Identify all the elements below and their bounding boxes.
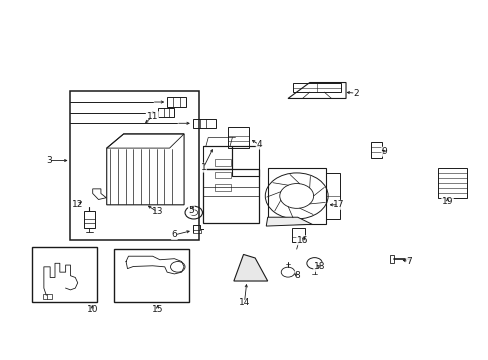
Bar: [203, 146, 232, 169]
Bar: [389, 256, 393, 263]
Text: 12: 12: [72, 200, 83, 209]
Text: 6: 6: [171, 230, 177, 239]
Text: 7: 7: [405, 257, 411, 266]
Bar: [214, 172, 231, 178]
Polygon shape: [265, 217, 311, 226]
Text: 17: 17: [332, 200, 344, 209]
Text: 1: 1: [200, 163, 206, 172]
Bar: [84, 211, 95, 228]
Polygon shape: [233, 255, 267, 281]
Bar: [232, 146, 259, 176]
Bar: [267, 168, 325, 224]
Bar: [292, 82, 341, 92]
Bar: [192, 230, 201, 233]
Bar: [214, 184, 231, 191]
Bar: [325, 173, 340, 219]
Text: 4: 4: [256, 140, 261, 149]
Text: 16: 16: [296, 236, 307, 245]
Text: 13: 13: [151, 207, 163, 216]
Bar: [70, 91, 198, 240]
Text: 18: 18: [313, 262, 325, 271]
Text: 11: 11: [146, 112, 158, 121]
Bar: [214, 159, 231, 166]
Bar: [437, 168, 466, 198]
Bar: [203, 169, 259, 222]
Bar: [167, 98, 186, 107]
Text: 14: 14: [238, 298, 250, 307]
Bar: [370, 142, 381, 158]
Bar: [114, 249, 188, 302]
Bar: [32, 247, 97, 302]
Bar: [158, 108, 174, 117]
Text: 10: 10: [86, 305, 98, 314]
Text: 19: 19: [441, 197, 452, 206]
Bar: [192, 119, 216, 127]
Text: 8: 8: [294, 271, 300, 280]
Bar: [43, 294, 52, 299]
Bar: [291, 228, 305, 242]
Text: 5: 5: [188, 206, 194, 215]
Bar: [227, 127, 249, 148]
Text: 9: 9: [381, 147, 387, 156]
Text: 2: 2: [352, 89, 358, 98]
Text: 15: 15: [151, 305, 163, 314]
Text: 3: 3: [46, 156, 51, 165]
